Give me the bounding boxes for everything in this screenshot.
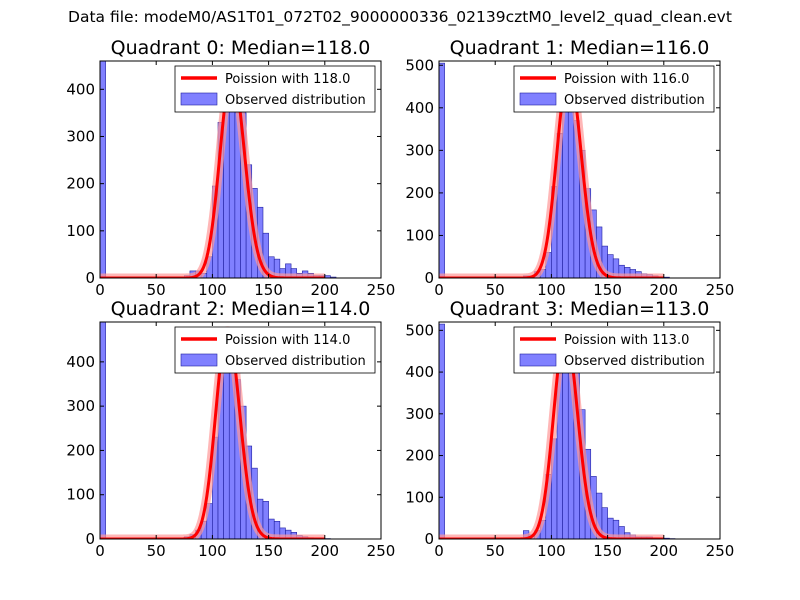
x-tick-label: 150	[254, 281, 283, 299]
axes-frame	[99, 321, 382, 540]
x-tick-label: 50	[486, 281, 505, 299]
chart-title: Quadrant 2: Median=114.0	[111, 298, 371, 320]
legend-bar-swatch	[180, 353, 218, 367]
legend-line-label: Poission with 116.0	[564, 72, 689, 87]
y-tick-label: 300	[66, 127, 95, 145]
legend-bar-label: Observed distribution	[564, 354, 705, 369]
y-tick-label: 100	[405, 488, 434, 506]
x-tick-label: 250	[367, 281, 396, 299]
legend-bar-swatch	[519, 92, 557, 106]
x-tick-label: 150	[593, 281, 622, 299]
y-tick-label: 0	[424, 269, 434, 287]
legend-bar-label: Observed distribution	[225, 93, 366, 108]
legend-line-label: Poission with 118.0	[225, 72, 350, 87]
legend-bar-label: Observed distribution	[225, 354, 366, 369]
legend-bar-swatch	[519, 353, 557, 367]
x-tick-label: 150	[254, 542, 283, 560]
histogram-bar	[228, 84, 236, 278]
y-tick-label: 200	[405, 184, 434, 202]
x-tick-label: 0	[434, 281, 444, 299]
x-tick-label: 100	[198, 281, 227, 299]
legend-line-label: Poission with 113.0	[564, 333, 689, 348]
x-tick-label: 150	[593, 542, 622, 560]
quadrant-1-chart: 0 50 100 150 200 250 0 100 200 300 400 500 Quadrant …	[405, 37, 734, 299]
y-tick-label: 300	[405, 141, 434, 159]
quadrant-3-chart: 0 50 100 150 200 250 0 100 200 300 400 500 Quadrant …	[405, 298, 734, 560]
y-tick-label: 100	[66, 222, 95, 240]
x-tick-label: 200	[649, 281, 678, 299]
y-tick-label: 500	[405, 321, 434, 339]
histogram-bar	[100, 61, 106, 278]
x-tick-label: 250	[706, 542, 735, 560]
x-tick-label: 200	[310, 542, 339, 560]
y-tick-label: 300	[66, 397, 95, 415]
x-tick-label: 200	[649, 542, 678, 560]
y-tick-label: 0	[85, 530, 95, 548]
x-tick-label: 0	[95, 281, 105, 299]
legend: Poission with 116.0 Observed distribution	[513, 65, 715, 113]
y-tick-label: 0	[85, 269, 95, 287]
x-tick-label: 50	[147, 281, 166, 299]
quadrant-2-chart: 0 50 100 150 200 250 0 100 200 300 400 Quadrant 2: …	[66, 298, 395, 560]
legend-line-label: Poission with 114.0	[225, 333, 350, 348]
legend: Poission with 118.0 Observed distribution	[174, 65, 376, 113]
histogram-bar	[439, 62, 445, 278]
poisson-curve	[439, 330, 665, 539]
x-tick-label: 50	[486, 542, 505, 560]
x-tick-label: 0	[434, 542, 444, 560]
y-tick-label: 400	[66, 353, 95, 371]
axes-frame	[438, 60, 721, 279]
quadrant-0-chart: 0 50 100 150 200 250 0 100 200 300 400 Quadrant 0: …	[66, 37, 395, 299]
y-tick-label: 200	[66, 441, 95, 459]
figure-suptitle: Data file: modeM0/AS1T01_072T02_90000003…	[68, 8, 732, 26]
x-tick-label: 100	[537, 542, 566, 560]
chart-title: Quadrant 3: Median=113.0	[450, 298, 710, 320]
legend-bar-swatch	[180, 92, 218, 106]
legend: Poission with 113.0 Observed distribution	[513, 326, 715, 374]
x-tick-label: 250	[367, 542, 396, 560]
x-tick-label: 100	[198, 542, 227, 560]
chart-title: Quadrant 0: Median=118.0	[111, 37, 371, 59]
histogram-bar	[439, 323, 445, 539]
x-tick-label: 100	[537, 281, 566, 299]
y-tick-label: 0	[424, 530, 434, 548]
x-tick-label: 50	[147, 542, 166, 560]
chart-title: Quadrant 1: Median=116.0	[450, 37, 710, 59]
x-tick-label: 0	[95, 542, 105, 560]
histogram-bar	[100, 322, 106, 539]
y-tick-label: 100	[66, 486, 95, 504]
x-tick-label: 250	[706, 281, 735, 299]
y-tick-label: 100	[405, 226, 434, 244]
y-tick-label: 400	[405, 99, 434, 117]
axes-frame	[99, 60, 382, 279]
legend: Poission with 114.0 Observed distribution	[174, 326, 376, 374]
x-tick-label: 200	[310, 281, 339, 299]
axes-frame	[438, 321, 721, 540]
y-tick-label: 300	[405, 405, 434, 423]
y-tick-label: 400	[405, 363, 434, 381]
y-tick-label: 400	[66, 80, 95, 98]
y-tick-label: 500	[405, 56, 434, 74]
y-tick-label: 200	[66, 175, 95, 193]
y-tick-label: 200	[405, 447, 434, 465]
legend-bar-label: Observed distribution	[564, 93, 705, 108]
